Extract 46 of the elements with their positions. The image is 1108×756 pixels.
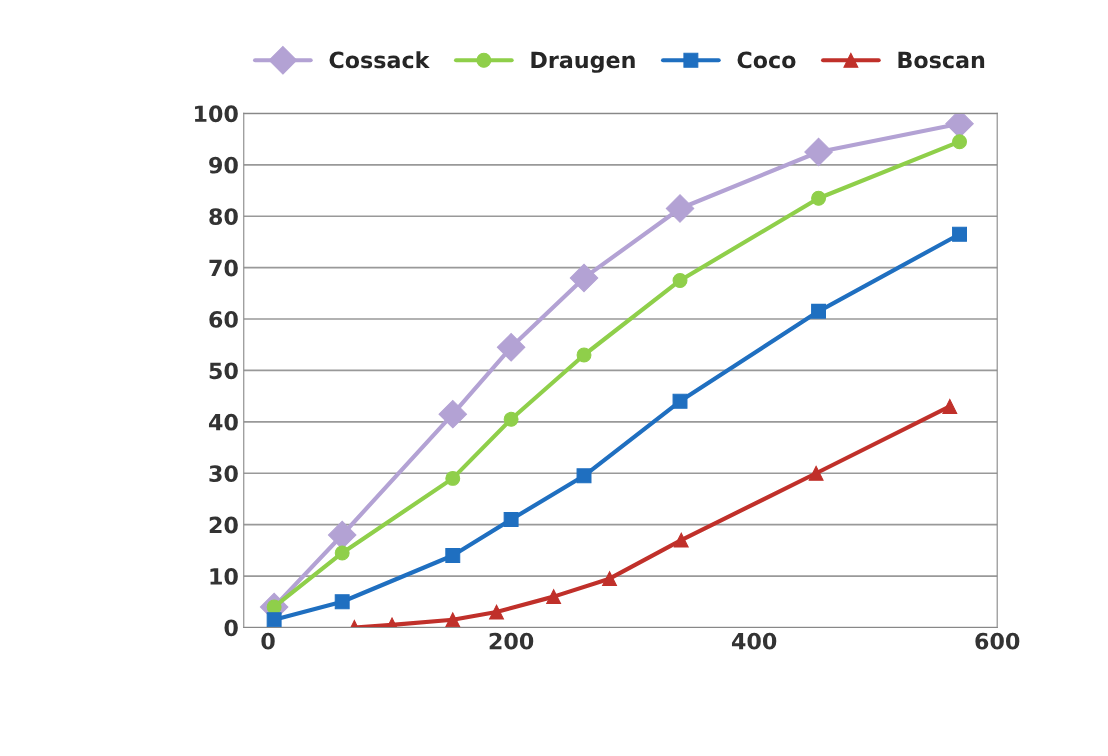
y-tick-label: 10 <box>210 568 238 585</box>
point <box>576 347 592 363</box>
point <box>811 303 827 319</box>
point <box>503 411 519 427</box>
point <box>266 612 282 628</box>
legend-label: Draugen <box>531 51 635 73</box>
legend-label: Cossack <box>329 51 430 69</box>
legend-label: Boscan <box>898 51 985 69</box>
point <box>942 398 958 414</box>
y-tick-label: 0 <box>224 619 238 637</box>
point <box>576 468 592 484</box>
point <box>569 263 599 293</box>
y-tick-label: 40 <box>208 413 238 431</box>
point <box>496 333 526 362</box>
y-tick-label: 90 <box>209 156 238 174</box>
point <box>672 393 688 409</box>
legend-label: Coco <box>737 51 796 69</box>
point <box>334 545 350 561</box>
x-tick-label: 600 <box>975 632 1020 650</box>
point <box>804 137 833 167</box>
point <box>952 226 967 242</box>
point <box>811 190 827 206</box>
point <box>672 273 688 288</box>
y-tick-label: 30 <box>209 465 238 483</box>
x-tick-label: 400 <box>731 632 777 650</box>
point <box>952 134 967 150</box>
point <box>445 470 461 486</box>
point <box>602 571 618 587</box>
point <box>489 604 504 620</box>
x-tick-label: 200 <box>489 632 534 650</box>
point <box>673 532 689 548</box>
y-tick-label: 50 <box>209 362 238 380</box>
point <box>503 512 519 527</box>
point <box>546 589 562 605</box>
y-tick-label: 100 <box>195 105 238 123</box>
point <box>445 612 461 628</box>
point <box>334 594 350 610</box>
x-tick-label: 0 <box>261 632 275 650</box>
point <box>808 465 824 481</box>
point <box>445 548 461 563</box>
y-tick-label: 80 <box>209 208 238 225</box>
point <box>438 399 468 429</box>
y-tick-label: 70 <box>209 259 238 277</box>
y-tick-label: 20 <box>209 516 238 534</box>
point <box>665 194 695 223</box>
y-tick-label: 60 <box>209 310 238 328</box>
